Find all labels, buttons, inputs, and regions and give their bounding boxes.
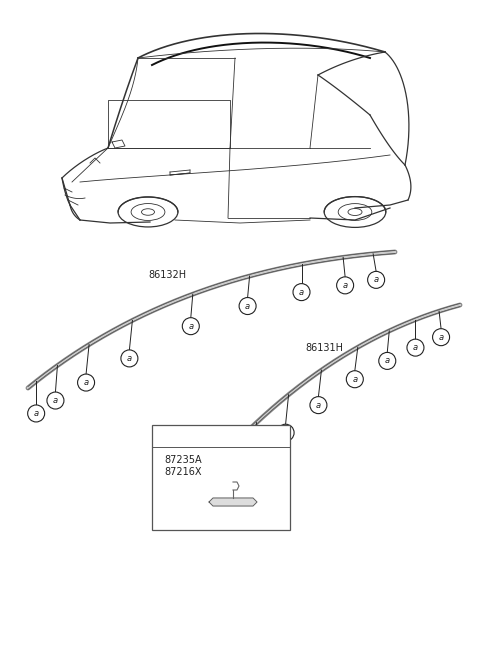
Circle shape: [336, 277, 354, 294]
Text: a: a: [283, 428, 288, 438]
Text: a: a: [127, 354, 132, 363]
Text: a: a: [439, 333, 444, 342]
Text: a: a: [299, 288, 304, 297]
Text: a: a: [413, 343, 418, 352]
Text: a: a: [352, 375, 358, 384]
Circle shape: [47, 392, 64, 409]
Text: a: a: [53, 396, 58, 405]
Circle shape: [78, 374, 95, 391]
Text: a: a: [202, 507, 207, 516]
Circle shape: [310, 397, 327, 413]
Text: a: a: [226, 482, 231, 491]
Circle shape: [277, 424, 294, 441]
Text: 87216X: 87216X: [164, 467, 202, 477]
Circle shape: [246, 454, 263, 471]
Text: a: a: [188, 322, 193, 331]
Circle shape: [220, 478, 237, 495]
Circle shape: [239, 297, 256, 314]
Circle shape: [28, 405, 45, 422]
Circle shape: [432, 329, 450, 346]
Circle shape: [379, 352, 396, 369]
Bar: [152, 425, 290, 530]
Text: a: a: [373, 275, 379, 284]
Text: a: a: [245, 301, 250, 310]
Circle shape: [346, 371, 363, 388]
Circle shape: [121, 350, 138, 367]
Text: a: a: [34, 409, 39, 418]
Circle shape: [293, 284, 310, 301]
Circle shape: [182, 318, 199, 335]
Text: a: a: [84, 378, 89, 387]
Text: a: a: [343, 281, 348, 290]
Polygon shape: [209, 498, 257, 506]
Circle shape: [158, 428, 173, 443]
Text: 87235A: 87235A: [164, 455, 202, 465]
Text: 86132H: 86132H: [148, 270, 186, 280]
Text: a: a: [316, 401, 321, 409]
Text: a: a: [163, 432, 168, 441]
Circle shape: [368, 271, 384, 288]
Text: 86131H: 86131H: [305, 343, 343, 353]
Text: a: a: [252, 458, 257, 467]
Text: a: a: [384, 356, 390, 365]
Circle shape: [407, 339, 424, 356]
Circle shape: [196, 503, 213, 520]
